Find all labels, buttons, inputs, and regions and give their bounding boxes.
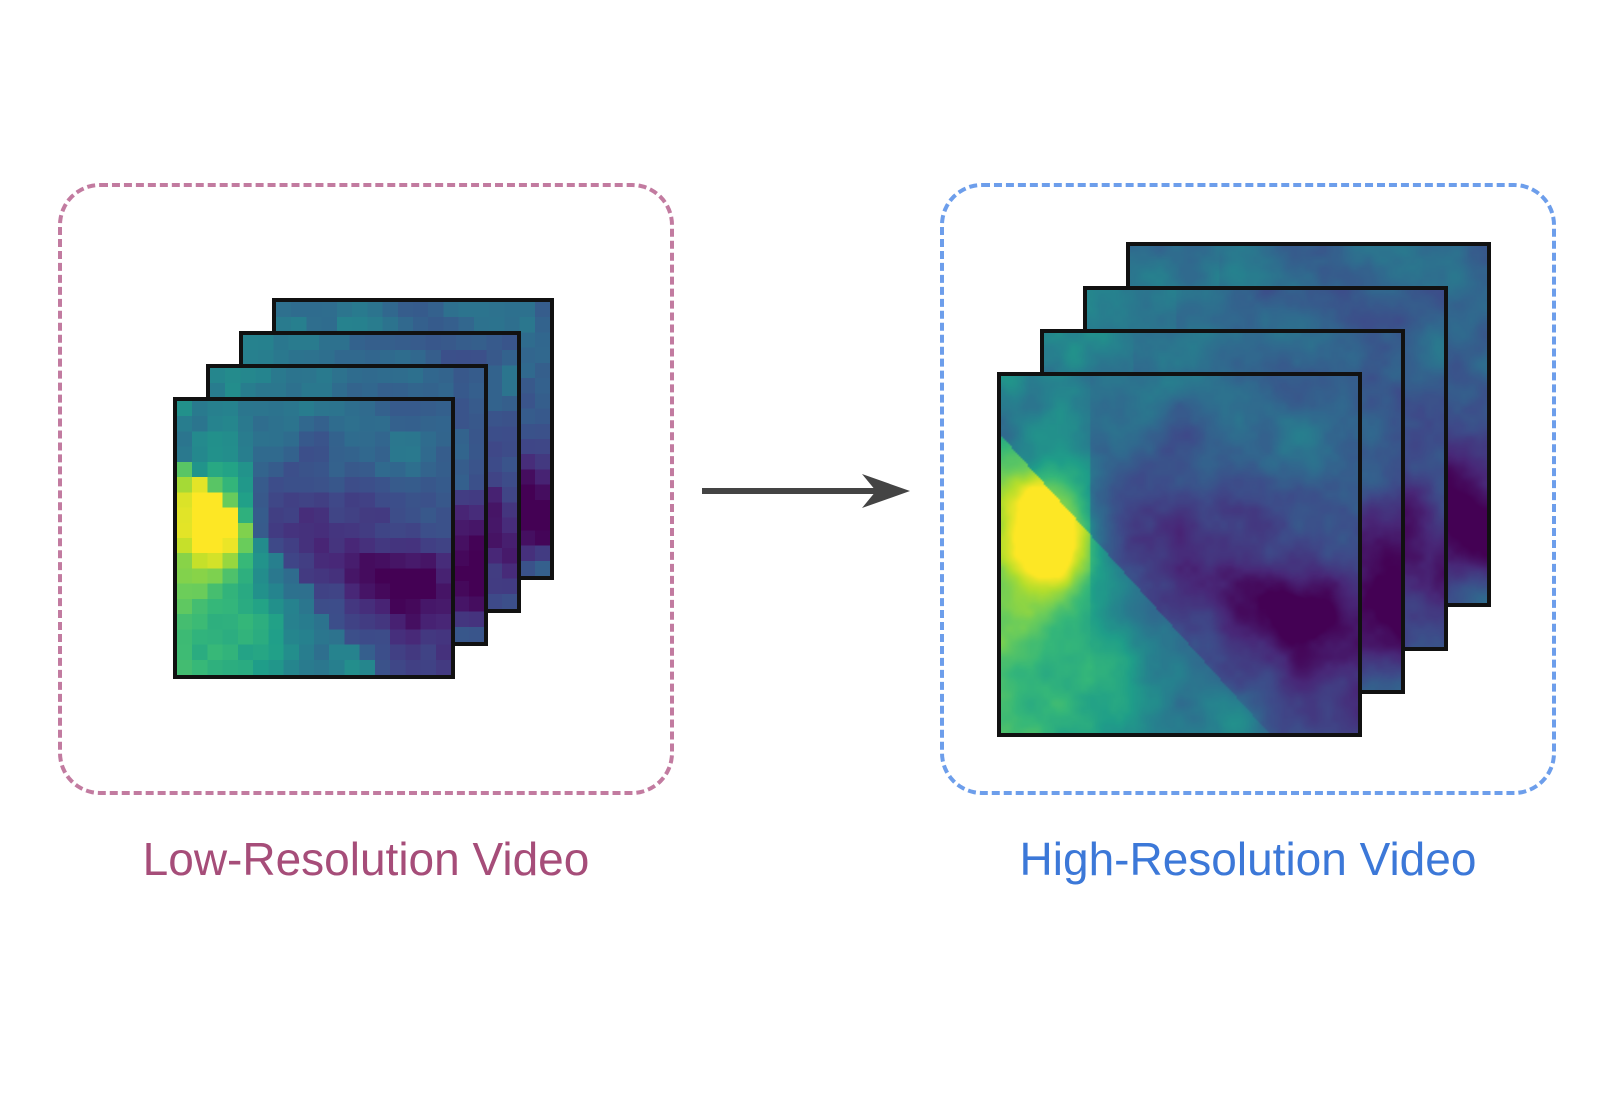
right-arrow-icon — [702, 474, 910, 508]
high-resolution-caption: High-Resolution Video — [1019, 833, 1477, 885]
hr-frame-1-image — [1001, 376, 1358, 733]
high-resolution-group-box — [940, 183, 1556, 795]
lr-frame-1 — [173, 397, 455, 679]
lr-frame-1-image — [177, 401, 451, 675]
hr-frame-1 — [997, 372, 1362, 737]
low-resolution-caption: Low-Resolution Video — [142, 833, 590, 885]
low-resolution-group-box — [58, 183, 674, 795]
